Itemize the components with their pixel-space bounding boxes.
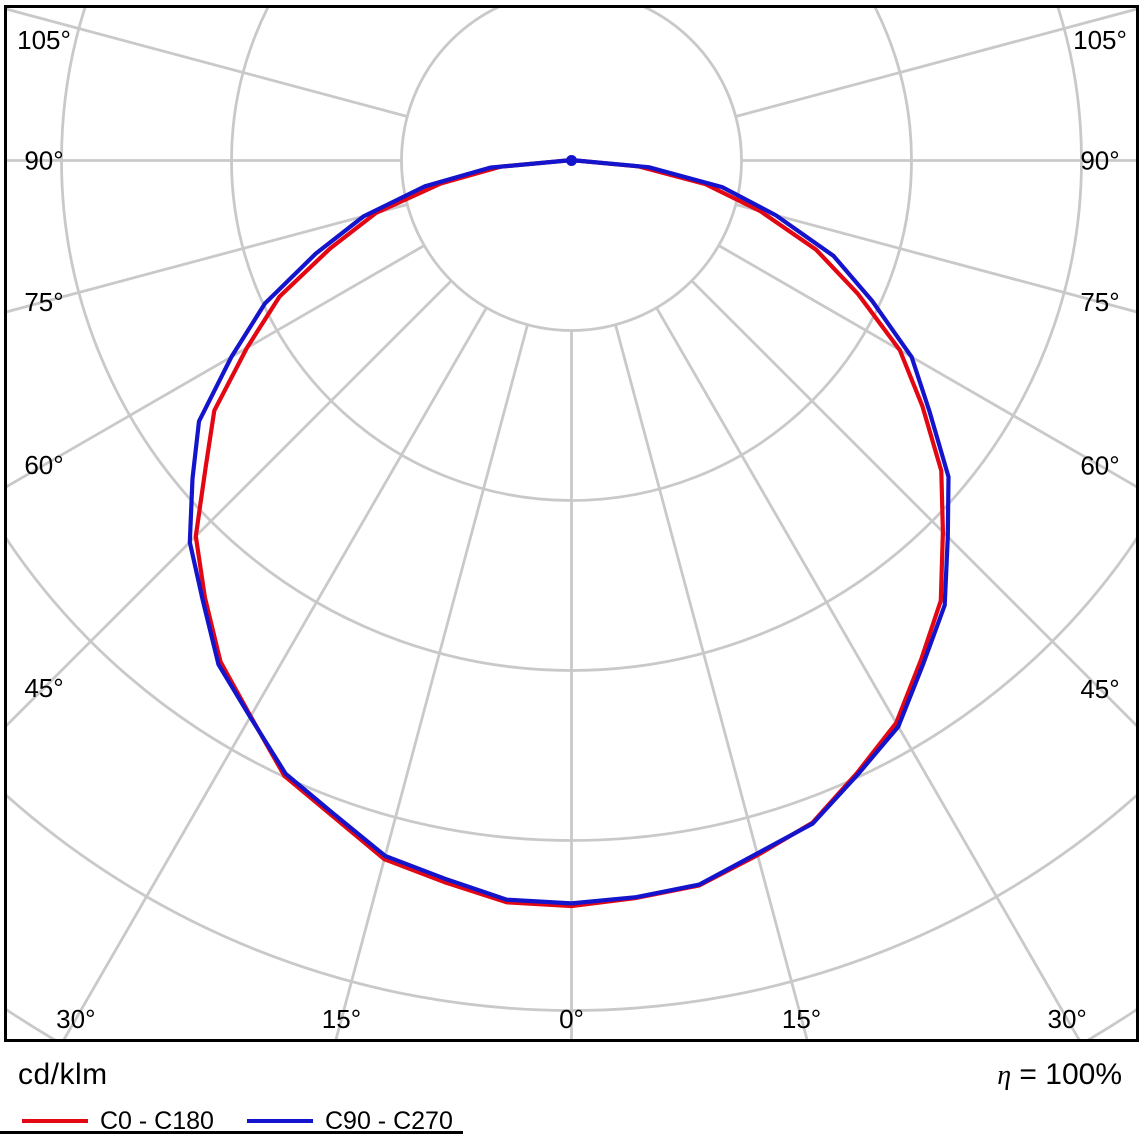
radial-line xyxy=(718,244,1136,489)
angle-label: 60° xyxy=(24,450,63,480)
angle-label: 90° xyxy=(1080,146,1119,176)
curve-c90-c270 xyxy=(187,158,951,906)
angle-label: 75° xyxy=(24,287,63,317)
polar-plot-frame: 0° 15° 15° 30° 30° 45° 45° 60° 60° 75° 75° 90° 90° 10… xyxy=(4,5,1139,1042)
radial-line xyxy=(7,244,425,489)
polar-photometric-chart: 0° 15° 15° 30° 30° 45° 45° 60° 60° 75° 75° 90° 90° 10… xyxy=(4,5,1139,1042)
radial-line xyxy=(655,307,1081,1039)
radial-line xyxy=(7,8,408,118)
radial-line xyxy=(7,203,408,314)
plot-inner xyxy=(7,8,1136,1039)
angle-label: 60° xyxy=(1080,451,1119,481)
angle-label: 30° xyxy=(1047,1004,1086,1034)
plot-border xyxy=(4,5,1139,1042)
legend-label-c90-c270: C90 - C270 xyxy=(325,1106,453,1135)
radial-line xyxy=(690,279,1136,727)
curve-c0-c180 xyxy=(193,158,945,909)
legend-swatch-c90-c270 xyxy=(247,1119,313,1123)
eta-value: = 100% xyxy=(1011,1058,1122,1091)
legend-item-c0-c180: C0 - C180 xyxy=(22,1106,214,1135)
angle-label: 90° xyxy=(24,146,63,176)
bottom-rule xyxy=(0,1131,463,1134)
radial-line xyxy=(7,279,453,727)
efficiency-label: η = 100% xyxy=(997,1058,1122,1092)
legend-label-c0-c180: C0 - C180 xyxy=(100,1106,214,1135)
radial-line xyxy=(735,8,1136,118)
polar-grid xyxy=(7,8,1136,1039)
angle-label: 105° xyxy=(17,25,71,55)
angle-label: 0° xyxy=(559,1004,584,1034)
legend-item-c90-c270: C90 - C270 xyxy=(247,1106,453,1135)
eta-symbol: η xyxy=(997,1060,1012,1091)
radial-line xyxy=(735,203,1136,314)
angle-label: 45° xyxy=(1080,674,1119,704)
radial-line xyxy=(334,324,529,1039)
angle-labels: 0° 15° 15° 30° 30° 45° 45° 60° 60° 75° 75° 90° 90° 10… xyxy=(17,25,1127,1034)
angle-label: 45° xyxy=(24,673,63,703)
angle-label: 15° xyxy=(322,1004,361,1034)
units-label: cd/klm xyxy=(18,1058,108,1091)
legend-swatch-c0-c180 xyxy=(22,1119,88,1123)
angle-label: 30° xyxy=(56,1004,95,1034)
angle-label: 105° xyxy=(1073,25,1127,55)
origin-marker xyxy=(566,155,577,166)
angle-label: 15° xyxy=(782,1004,821,1034)
angle-label: 75° xyxy=(1080,287,1119,317)
radial-line xyxy=(614,324,809,1039)
radial-line xyxy=(62,307,488,1039)
